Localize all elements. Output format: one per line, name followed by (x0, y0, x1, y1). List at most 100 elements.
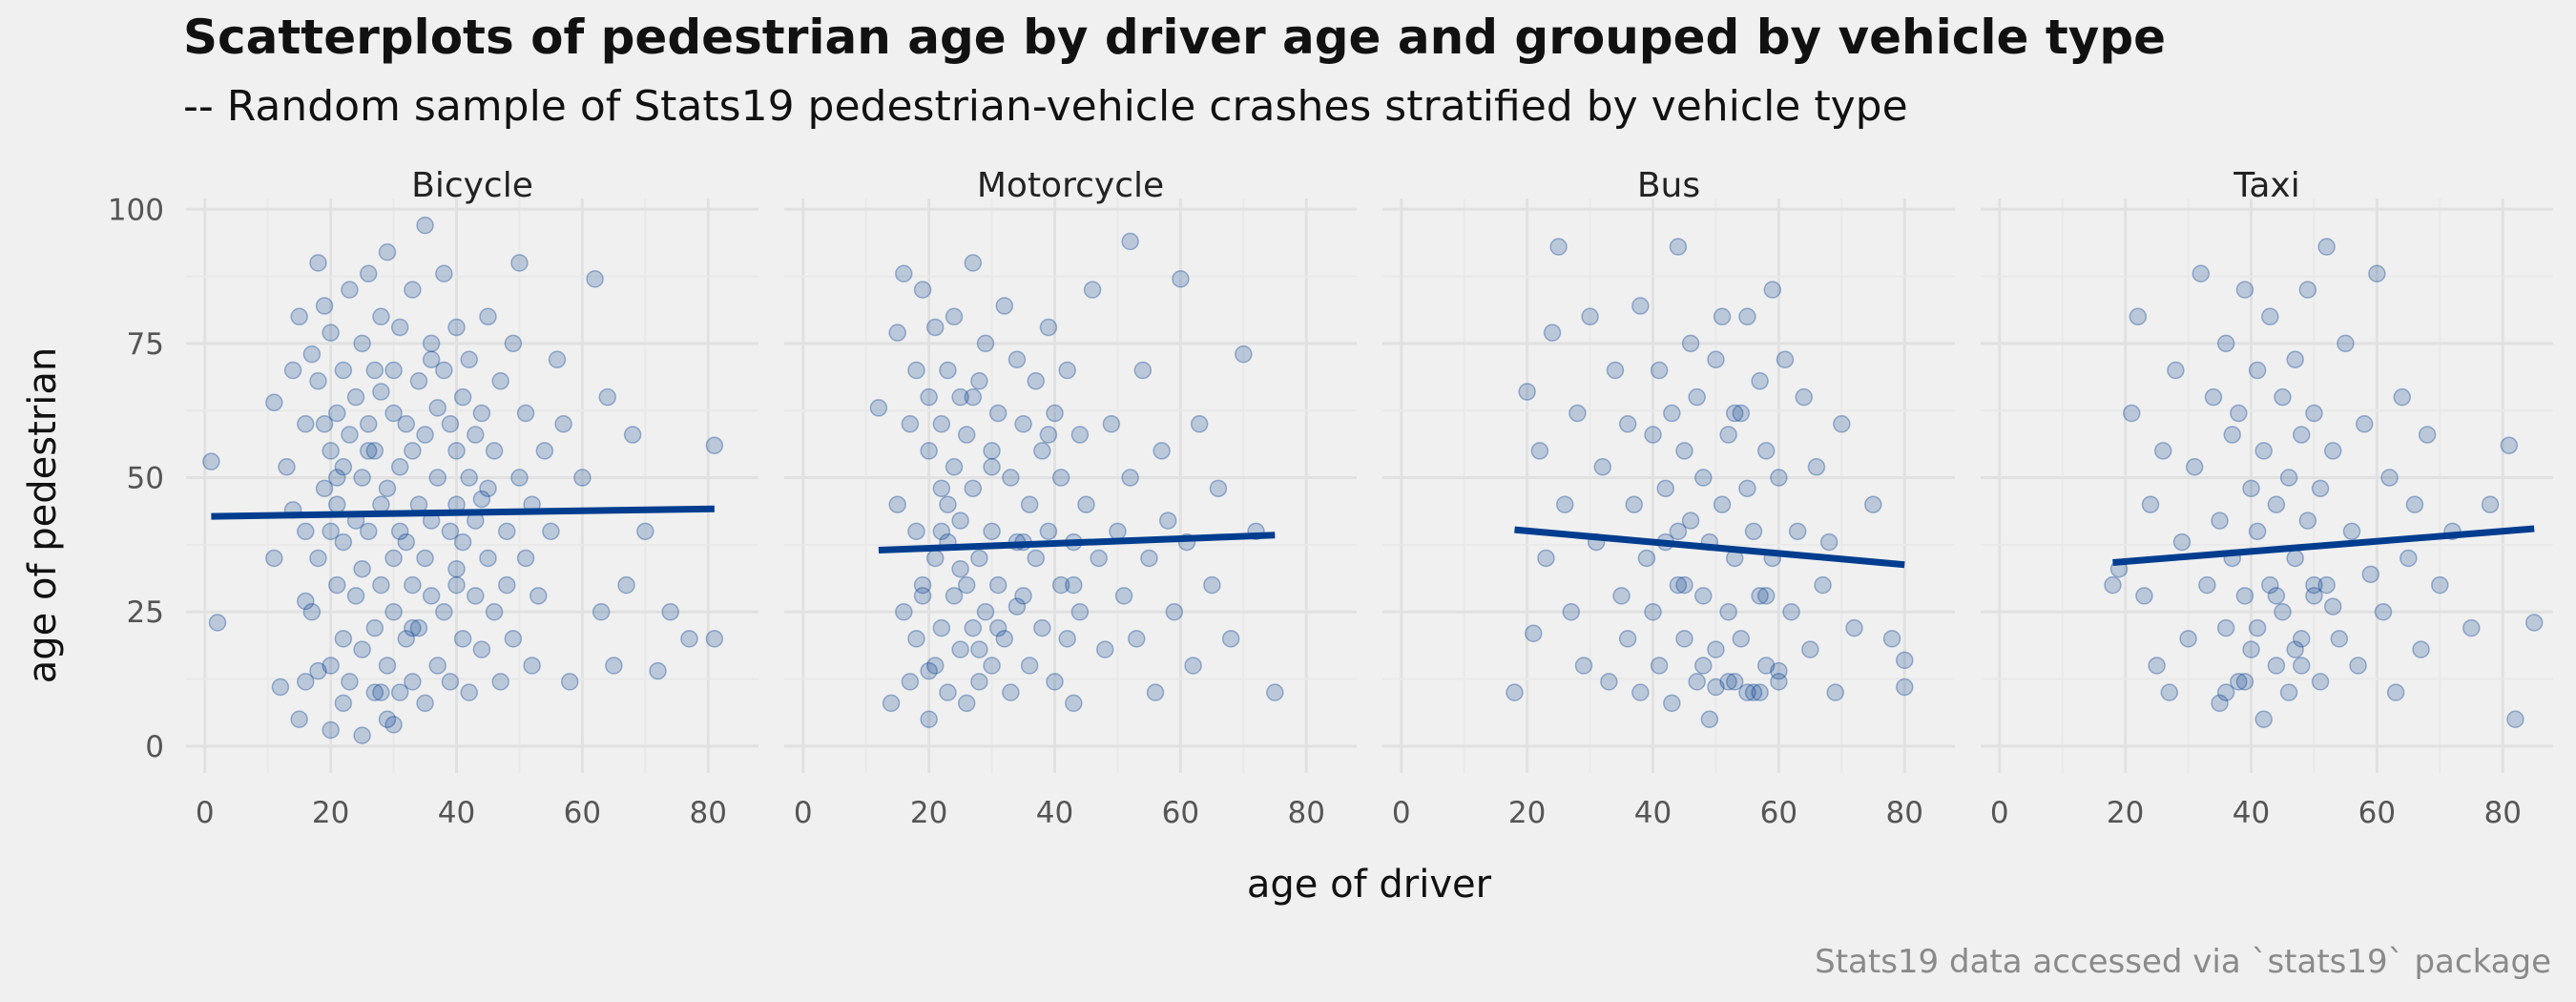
data-point (2216, 334, 2235, 353)
data-point (1732, 630, 1751, 648)
data-point (895, 602, 913, 621)
data-point (920, 442, 938, 460)
facet-label: Bicycle (411, 166, 533, 205)
data-point (1114, 587, 1133, 605)
data-point (2286, 350, 2304, 369)
data-point (416, 694, 434, 713)
data-point (925, 549, 945, 568)
x-tick-label: 80 (690, 796, 727, 830)
data-point (447, 318, 466, 337)
points (202, 216, 724, 744)
data-point (2311, 673, 2330, 691)
points (869, 232, 1284, 728)
data-point (334, 361, 353, 380)
data-point (453, 532, 472, 552)
data-point (290, 307, 308, 326)
data-point (1574, 657, 1593, 675)
data-point (1581, 307, 1599, 326)
data-point (1738, 307, 1756, 326)
data-point (1751, 372, 1769, 390)
data-point (964, 618, 983, 637)
data-point (649, 661, 667, 680)
data-point (1631, 297, 1650, 315)
caption: Stats19 data accessed via `stats19` pack… (1815, 943, 2551, 981)
data-point (1266, 683, 1284, 701)
data-point (1770, 673, 1788, 691)
data-point (1140, 549, 1158, 568)
data-point (1738, 479, 1756, 498)
data-point (1555, 495, 1574, 513)
data-point (920, 710, 938, 728)
data-point (322, 720, 340, 740)
data-point (435, 264, 453, 283)
data-point (346, 587, 365, 605)
data-point (548, 350, 567, 369)
data-point (932, 479, 951, 498)
data-point (661, 602, 679, 621)
data-point (932, 522, 951, 541)
data-point (1694, 587, 1713, 605)
data-point (2254, 710, 2273, 728)
data-point (341, 673, 359, 691)
data-point (1014, 587, 1032, 605)
data-point (1051, 469, 1070, 487)
data-point (1046, 404, 1064, 423)
data-point (1121, 232, 1139, 251)
data-point (2141, 495, 2160, 513)
data-point (202, 452, 220, 470)
data-point (2160, 683, 2179, 701)
data-point (2412, 640, 2430, 658)
data-point (359, 442, 378, 460)
data-point (491, 372, 509, 390)
x-tick-label: 40 (1634, 796, 1672, 830)
data-point (384, 602, 403, 621)
data-point (435, 602, 453, 621)
data-point (1826, 683, 1844, 701)
data-point (2323, 442, 2342, 460)
data-point (1864, 495, 1882, 513)
data-point (901, 415, 920, 433)
data-point (2230, 673, 2248, 691)
data-point (554, 415, 572, 433)
data-point (510, 469, 529, 487)
data-point (598, 387, 617, 407)
data-point (1663, 404, 1681, 423)
data-point (2506, 710, 2524, 728)
data-point (1675, 442, 1693, 460)
data-point (1896, 678, 1914, 697)
data-point (435, 361, 453, 380)
x-tick-label: 20 (2107, 796, 2144, 830)
data-point (1719, 426, 1737, 444)
data-point (460, 350, 478, 369)
x-tick-label: 40 (438, 796, 475, 830)
data-point (1688, 673, 1706, 691)
data-point (951, 511, 969, 530)
data-point (2167, 361, 2185, 380)
data-point (2129, 307, 2148, 326)
data-point (1158, 511, 1177, 530)
data-point (428, 469, 447, 487)
data-point (1065, 575, 1083, 595)
data-point (372, 495, 390, 513)
x-tick-label: 40 (2233, 796, 2270, 830)
data-point (1637, 549, 1656, 568)
data-point (2153, 442, 2172, 460)
data-point (2185, 458, 2204, 476)
data-point (623, 426, 642, 444)
data-point (302, 344, 322, 364)
data-point (422, 587, 441, 605)
data-point (265, 549, 283, 568)
data-point (2298, 281, 2317, 299)
x-tick-label: 20 (1508, 796, 1546, 830)
data-point (1027, 372, 1045, 390)
data-point (2286, 640, 2304, 658)
data-point (315, 479, 334, 498)
data-point (2462, 618, 2481, 637)
x-tick-label: 40 (1036, 796, 1073, 830)
data-point (2305, 587, 2323, 605)
data-point (907, 522, 925, 541)
data-point (1530, 442, 1549, 460)
data-point (390, 458, 409, 476)
data-point (983, 442, 1001, 460)
data-point (409, 618, 428, 637)
